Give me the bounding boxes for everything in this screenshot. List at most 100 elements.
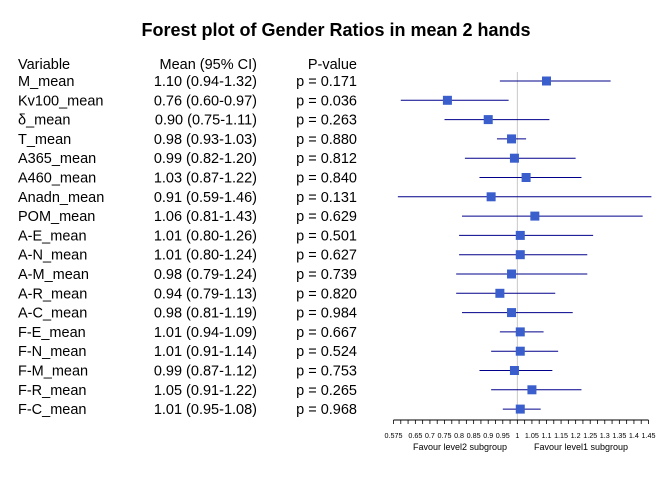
favour-right-label: Favour level1 subgroup (534, 442, 628, 452)
row-pvalue: p = 0.627 (296, 248, 357, 264)
x-tick-label: 0.575 (385, 431, 403, 440)
row-pvalue: p = 0.036 (296, 93, 357, 109)
point-estimate (495, 288, 505, 298)
point-estimate (515, 346, 525, 356)
row-variable: Kv100_mean (18, 93, 103, 109)
row-variable: δ_mean (18, 113, 70, 129)
row-pvalue: p = 0.667 (296, 325, 357, 341)
x-tick-label: 1.05 (525, 431, 539, 440)
row-mean-ci: 1.01 (0.80-1.26) (154, 228, 257, 244)
row-pvalue: p = 0.880 (296, 132, 357, 148)
row-variable: M_mean (18, 74, 74, 90)
header-pvalue: P-value (308, 57, 357, 73)
x-tick-label: 1.4 (629, 431, 639, 440)
row-pvalue: p = 0.812 (296, 151, 357, 167)
row-pvalue: p = 0.840 (296, 171, 357, 187)
point-estimate (527, 385, 537, 395)
x-tick-label: 1.3 (600, 431, 610, 440)
row-mean-ci: 1.01 (0.95-1.08) (154, 402, 257, 418)
row-variable: A-E_mean (18, 228, 87, 244)
row-variable: A-N_mean (18, 248, 87, 264)
point-estimate (515, 230, 525, 240)
row-variable: A-R_mean (18, 286, 87, 302)
row-pvalue: p = 0.629 (296, 209, 357, 225)
x-tick-label: 1.15 (554, 431, 568, 440)
row-pvalue: p = 0.753 (296, 364, 357, 380)
row-mean-ci: 0.99 (0.82-1.20) (154, 151, 257, 167)
point-estimate (530, 211, 540, 221)
header-mean-ci: Mean (95% CI) (159, 57, 257, 73)
row-pvalue: p = 0.739 (296, 267, 357, 283)
x-axis: 0.575 0.65 0.7 0.75 0.8 0.85 0.9 0.95 1 1.05 1.1 1.… (385, 419, 656, 440)
point-estimate (483, 115, 493, 125)
x-tick-label: 0.65 (408, 431, 422, 440)
row-variable: A-C_mean (18, 306, 87, 322)
row-pvalue: p = 0.984 (296, 306, 357, 322)
row-mean-ci: 0.99 (0.87-1.12) (154, 364, 257, 380)
row-variable: POM_mean (18, 209, 95, 225)
estimate-marks (397, 76, 652, 414)
x-tick-label: 1.25 (583, 431, 597, 440)
row-mean-ci: 0.98 (0.93-1.03) (154, 132, 257, 148)
row-mean-ci: 0.98 (0.81-1.19) (154, 306, 257, 322)
point-estimate (507, 269, 517, 279)
point-estimate (507, 308, 517, 318)
row-mean-ci: 1.01 (0.80-1.24) (154, 248, 257, 264)
x-tick-label: 0.95 (496, 431, 510, 440)
row-variable: A-M_mean (18, 267, 89, 283)
x-tick-label: 1 (515, 431, 519, 440)
x-tick-label: 1.2 (571, 431, 581, 440)
point-estimate (542, 76, 551, 86)
row-variable: F-C_mean (18, 402, 87, 418)
row-mean-ci: 1.06 (0.81-1.43) (154, 209, 257, 225)
row-mean-ci: 1.05 (0.91-1.22) (154, 383, 257, 399)
row-mean-ci: 1.01 (0.91-1.14) (154, 344, 257, 360)
x-tick-label: 0.75 (438, 431, 452, 440)
row-mean-ci: 0.90 (0.75-1.11) (155, 113, 257, 129)
point-estimate (515, 327, 525, 337)
row-variable: Anadn_mean (18, 190, 104, 206)
row-variable: F-E_mean (18, 325, 86, 341)
row-mean-ci: 1.03 (0.87-1.22) (154, 171, 257, 187)
row-pvalue: p = 0.524 (296, 344, 357, 360)
x-tick-label: 0.7 (425, 431, 435, 440)
row-mean-ci: 1.10 (0.94-1.32) (154, 74, 257, 90)
row-variable: A460_mean (18, 171, 96, 187)
header-variable: Variable (18, 57, 70, 73)
row-pvalue: p = 0.263 (296, 113, 357, 129)
row-pvalue: p = 0.820 (296, 286, 357, 302)
row-mean-ci: 0.98 (0.79-1.24) (154, 267, 257, 283)
row-variable: F-N_mean (18, 344, 87, 360)
row-labels: M_mean 1.10 (0.94-1.32) p = 0.171 Kv100_mea… (18, 74, 357, 418)
chart-title: Forest plot of Gender Ratios in mean 2 h… (141, 20, 531, 40)
x-tick-label: 1.1 (542, 431, 552, 440)
point-estimate (486, 192, 496, 202)
point-estimate (521, 173, 531, 182)
row-pvalue: p = 0.968 (296, 402, 357, 418)
point-estimate (442, 95, 452, 105)
row-variable: F-R_mean (18, 383, 87, 399)
row-pvalue: p = 0.131 (296, 190, 357, 206)
x-tick-label: 1.45 (642, 431, 656, 440)
point-estimate (507, 134, 517, 144)
point-estimate (509, 153, 519, 163)
point-estimate (515, 250, 525, 260)
x-tick-label: 1.35 (612, 431, 626, 440)
row-mean-ci: 0.76 (0.60-0.97) (154, 93, 257, 109)
point-estimate (509, 366, 519, 375)
row-variable: A365_mean (18, 151, 96, 167)
row-variable: T_mean (18, 132, 71, 148)
favour-left-label: Favour level2 subgroup (413, 442, 507, 452)
x-tick-label: 0.85 (467, 431, 481, 440)
row-pvalue: p = 0.171 (296, 74, 357, 90)
row-pvalue: p = 0.501 (296, 228, 357, 244)
x-tick-label: 0.9 (483, 431, 493, 440)
row-mean-ci: 1.01 (0.94-1.09) (154, 325, 257, 341)
x-tick-label: 0.8 (454, 431, 464, 440)
row-pvalue: p = 0.265 (296, 383, 357, 399)
point-estimate (515, 404, 525, 414)
row-mean-ci: 0.94 (0.79-1.13) (154, 286, 257, 302)
row-variable: F-M_mean (18, 364, 88, 380)
row-mean-ci: 0.91 (0.59-1.46) (154, 190, 257, 206)
